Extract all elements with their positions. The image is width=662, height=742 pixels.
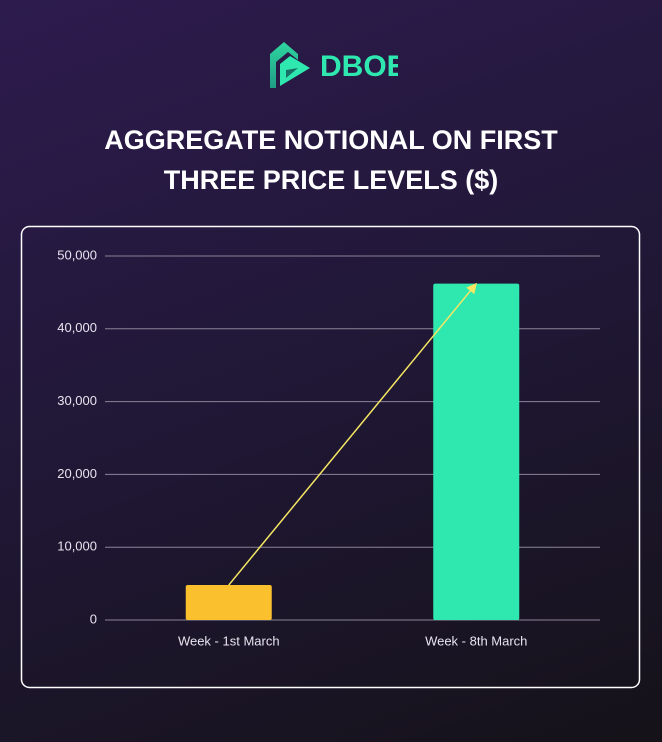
trend-arrow (228, 282, 477, 586)
bar (433, 283, 520, 620)
x-tick-label: Week - 8th March (425, 633, 527, 648)
y-tick-label: 0 (90, 611, 97, 626)
x-tick-label: Week - 1st March (178, 633, 280, 648)
y-tick-label: 50,000 (57, 247, 97, 262)
y-tick-label: 10,000 (57, 539, 97, 554)
y-tick-label: 30,000 (57, 393, 97, 408)
y-tick-label: 20,000 (57, 466, 97, 481)
y-tick-label: 40,000 (57, 320, 97, 335)
bar (185, 585, 272, 620)
chart-frame (20, 225, 641, 689)
chart-title: AGGREGATE NOTIONAL ON FIRST THREE PRICE … (104, 125, 558, 195)
logo: DBOE (270, 42, 398, 88)
logo-text: DBOE (320, 50, 398, 83)
